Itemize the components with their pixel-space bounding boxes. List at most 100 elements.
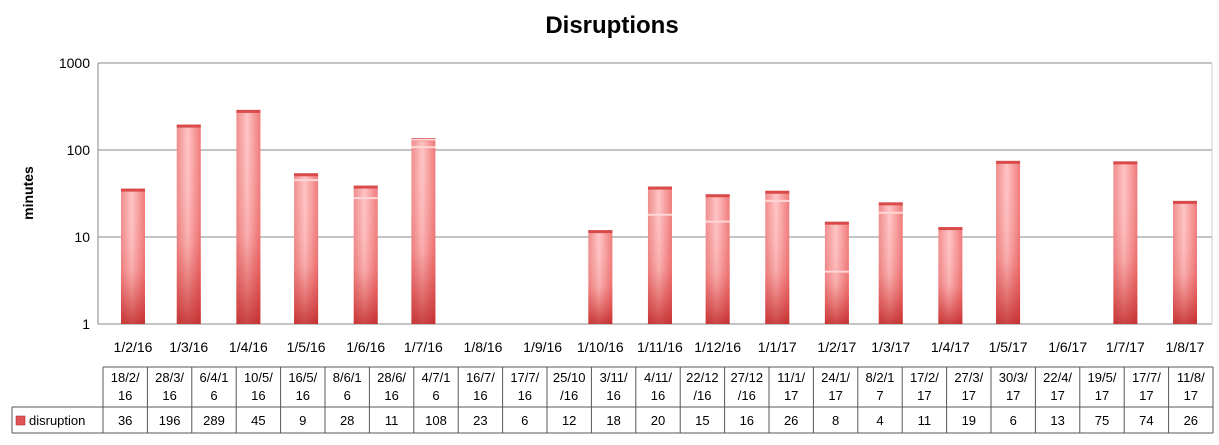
table-category-label: 17 [784, 388, 798, 403]
y-tick-label: 100 [67, 142, 91, 158]
table-value: 26 [784, 413, 798, 428]
table-category-label: 8/2/1 [866, 370, 895, 385]
x-tick-label: 1/8/17 [1166, 339, 1205, 355]
table-value: 75 [1095, 413, 1109, 428]
table-value: 28 [340, 413, 354, 428]
table-category-label: 4/7/1 [422, 370, 451, 385]
bar-cap [938, 227, 963, 231]
table-category-label: 17/7/ [1132, 370, 1161, 385]
table-category-label: 6 [432, 388, 439, 403]
table-category-label: 17/7/ [510, 370, 539, 385]
bar-shade [236, 109, 261, 324]
y-tick-label: 1 [82, 316, 90, 332]
table-category-label: 8/6/1 [333, 370, 362, 385]
table-category-label: 17 [1139, 388, 1153, 403]
bar-cap [1173, 200, 1197, 204]
table-category-label: 7 [876, 388, 883, 403]
bar-shade [878, 202, 903, 324]
bars [121, 109, 1197, 324]
table-category-label: 16 [384, 388, 398, 403]
table-category-label: 17 [962, 388, 976, 403]
table-category-label: 17/2/ [910, 370, 939, 385]
x-tick-label: 1/10/16 [577, 339, 624, 355]
table-value: 74 [1139, 413, 1153, 428]
x-tick-label: 1/4/17 [931, 339, 970, 355]
table-category-label: 28/6/ [377, 370, 406, 385]
table-category-label: 16/7/ [466, 370, 495, 385]
table-value: 8 [832, 413, 839, 428]
x-tick-label: 1/11/16 [637, 339, 683, 355]
bar-cap [176, 124, 201, 128]
table-category-label: 17 [917, 388, 931, 403]
x-tick-label: 1/5/16 [287, 339, 326, 355]
x-tick-label: 1/9/16 [523, 339, 562, 355]
table-category-label: 19/5/ [1088, 370, 1117, 385]
table-value: 26 [1184, 413, 1198, 428]
table-category-label: 22/4/ [1043, 370, 1072, 385]
bar-cap [121, 188, 145, 192]
table-value: 36 [118, 413, 132, 428]
bar-cap [236, 109, 261, 113]
bar-shade [824, 221, 849, 324]
bar-shade [353, 185, 378, 324]
table-category-label: 6 [344, 388, 351, 403]
table-value: 12 [562, 413, 576, 428]
y-tick-label: 1000 [59, 55, 90, 71]
table-category-label: 16 [162, 388, 176, 403]
table-value: 13 [1050, 413, 1064, 428]
legend-swatch [15, 415, 26, 426]
x-tick-label: 1/12/16 [694, 339, 741, 355]
x-tick-label: 1/3/17 [871, 339, 910, 355]
table-value: 20 [651, 413, 665, 428]
bar-shade [411, 138, 436, 324]
table-category-label: 16 [251, 388, 265, 403]
table-category-label: 16 [606, 388, 620, 403]
table-category-label: 4/11/ [644, 370, 672, 385]
table-category-label: 16 [118, 388, 132, 403]
table-category-label: 18/2/ [111, 370, 140, 385]
table-category-label: /16 [693, 388, 711, 403]
table-category-label: 17 [1006, 388, 1020, 403]
x-tick-label: 1/4/16 [229, 339, 268, 355]
bar-cap [647, 186, 672, 190]
bar-shade [294, 173, 319, 324]
data-table: disruption18/2/163628/3/161966/4/1628910… [11, 366, 1214, 434]
bar-shade [1173, 200, 1197, 324]
bar-cap [996, 160, 1021, 164]
bar-shade [938, 227, 963, 324]
x-tick-label: 1/2/16 [114, 339, 153, 355]
table-category-label: 25/10 [553, 370, 586, 385]
bar-shade [996, 160, 1021, 324]
x-tick-label: 1/1/17 [758, 339, 797, 355]
table-value: 9 [299, 413, 306, 428]
table-category-label: 16 [518, 388, 532, 403]
table-value: 11 [918, 413, 932, 428]
bar-shade [176, 124, 201, 324]
table-category-label: 17 [1095, 388, 1109, 403]
bar-cap [1113, 161, 1138, 165]
bar-cap [705, 194, 730, 198]
x-tick-label: 1/2/17 [817, 339, 856, 355]
y-axis-label: minutes [20, 166, 36, 220]
bar-cap [878, 202, 903, 206]
y-axis-ticks: 1 10 100 1000 [59, 55, 90, 332]
table-category-label: 28/3/ [155, 370, 184, 385]
table-value: 4 [876, 413, 883, 428]
table-category-label: /16 [738, 388, 756, 403]
table-category-label: 10/5/ [244, 370, 273, 385]
table-value: 196 [159, 413, 181, 428]
table-value: 6 [521, 413, 528, 428]
plot-area [97, 63, 1213, 324]
table-category-label: 27/3/ [954, 370, 983, 385]
table-value: 45 [251, 413, 265, 428]
x-tick-label: 1/6/17 [1048, 339, 1087, 355]
table-category-label: 11/1/ [777, 370, 805, 385]
x-tick-label: 1/7/17 [1106, 339, 1145, 355]
bar-cap [824, 221, 849, 225]
x-tick-label: 1/3/16 [169, 339, 208, 355]
bar-shade [765, 190, 790, 324]
table-category-label: 16 [296, 388, 310, 403]
table-category-label: 17 [1050, 388, 1064, 403]
table-value: 11 [385, 413, 399, 428]
